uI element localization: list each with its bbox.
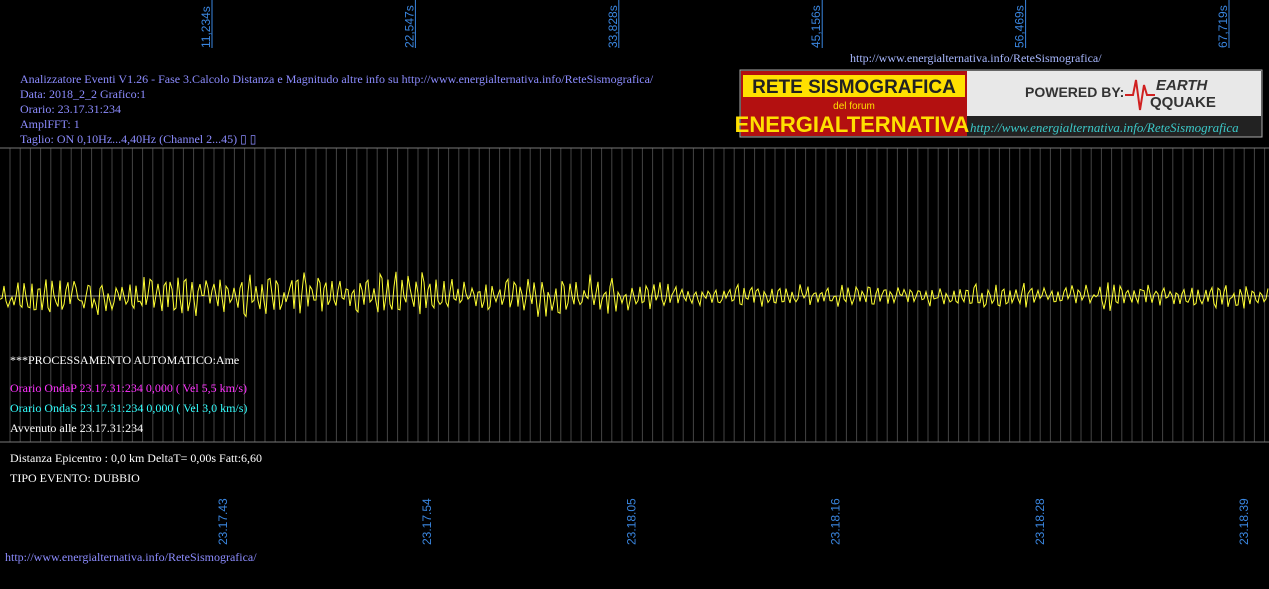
event-type: TIPO EVENTO: DUBBIO: [10, 471, 140, 485]
header-line: Orario: 23.17.31:234: [20, 102, 121, 116]
logo-gray: [967, 71, 1261, 116]
onda-p: Orario OndaP 23.17.31:234 0,000 ( Vel 5,…: [10, 381, 247, 395]
time-label: 33,828s: [606, 5, 620, 48]
logo-subtitle: del forum: [833, 101, 875, 112]
logo-earth: EARTH: [1156, 77, 1209, 94]
logo-title: RETE SISMOGRAFICA: [752, 77, 956, 98]
time-label: 11,234s: [199, 6, 213, 48]
time-label: 23.18.39: [1237, 498, 1251, 545]
distance: Distanza Epicentro : 0,0 km DeltaT= 0,00…: [10, 451, 262, 465]
logo-quake: QQUAKE: [1150, 94, 1216, 111]
header-line: Analizzatore Eventi V1.26 - Fase 3.Calco…: [20, 72, 654, 86]
time-label: 22,547s: [402, 5, 416, 48]
seismic-trace: [0, 271, 1269, 318]
time-label: 23.18.16: [829, 498, 843, 545]
onda-s: Orario OndaS 23.17.31:234 0,000 ( Vel 3,…: [10, 401, 247, 415]
time-label: 67,719s: [1216, 5, 1230, 48]
header-line: AmplFFT: 1: [20, 117, 80, 131]
footer-url: http://www.energialternativa.info/ReteSi…: [5, 550, 257, 564]
header-line: Taglio: ON 0,10Hz...4,40Hz (Channel 2...…: [20, 132, 256, 146]
logo-brand: ENERGIALTERNATIVA: [735, 112, 970, 137]
time-label: 23.17.43: [216, 498, 230, 545]
logo-powered: POWERED BY:: [1025, 84, 1124, 100]
avvenuto: Avvenuto alle 23.17.31:234: [10, 421, 143, 435]
header-line: Data: 2018_2_2 Grafico:1: [20, 87, 146, 101]
time-label: 23.18.28: [1033, 498, 1047, 545]
logo-url: http://www.energialternativa.info/ReteSi…: [970, 120, 1239, 135]
time-label: 23.18.05: [624, 498, 638, 545]
top-url: http://www.energialternativa.info/ReteSi…: [850, 51, 1102, 65]
time-label: 23.17.54: [420, 498, 434, 545]
logo-yellow: [743, 75, 965, 97]
logo: RETE SISMOGRAFICA del forum ENERGIALTERN…: [735, 69, 1263, 138]
time-label: 56,469s: [1013, 5, 1027, 48]
time-label: 45,156s: [809, 5, 823, 48]
processing-title: ***PROCESSAMENTO AUTOMATICO:Ame: [10, 353, 239, 367]
logo-wave: [1125, 79, 1155, 111]
